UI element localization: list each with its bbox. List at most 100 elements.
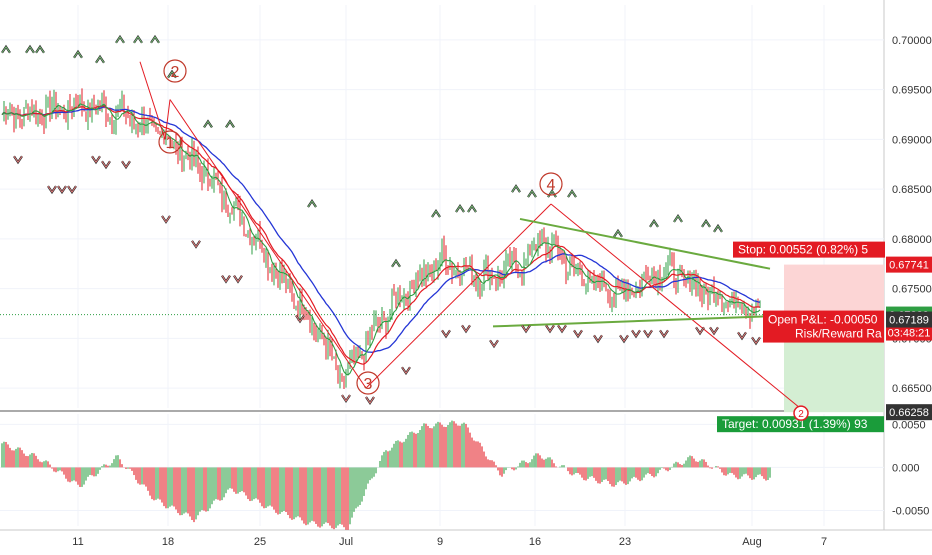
time-tick-label: 9 — [437, 536, 443, 548]
fractal-down-marker — [401, 366, 411, 374]
time-tick-label: Jul — [339, 536, 353, 548]
fractal-down-marker — [695, 326, 705, 336]
fractal-up-marker — [307, 200, 317, 208]
fractal-up-marker — [25, 44, 35, 54]
fractal-down-marker — [91, 155, 101, 165]
fractal-down-marker — [221, 275, 231, 284]
fractal-down-marker — [91, 155, 101, 164]
fractal-down-marker — [221, 275, 231, 283]
time-tick-label: 11 — [72, 536, 83, 548]
fractal-down-marker — [751, 337, 761, 345]
fractal-down-marker — [737, 332, 747, 340]
fractal-up-marker — [673, 213, 683, 223]
fractal-up-marker — [713, 225, 723, 233]
price-badge-text: 03:48:21 — [888, 328, 931, 340]
fractal-down-marker — [441, 330, 451, 338]
fractal-up-marker — [203, 120, 213, 128]
fractal-up-marker — [701, 220, 711, 228]
fractal-down-marker — [709, 327, 719, 335]
fractal-down-marker — [101, 160, 111, 170]
fractal-up-marker — [455, 204, 465, 213]
channel-upper-line — [519, 217, 771, 270]
pnl-label-box — [763, 310, 884, 343]
target-marker-text: 2 — [798, 409, 804, 420]
fractal-down-marker — [191, 240, 201, 248]
price-tick-label: 0.68000 — [892, 234, 932, 246]
fractal-up-marker — [613, 230, 623, 238]
fractal-up-marker — [1, 45, 11, 54]
stop-label-box — [733, 241, 885, 258]
fractal-down-marker — [233, 275, 243, 283]
fractal-down-marker — [233, 275, 243, 284]
fractal-down-marker — [161, 215, 171, 224]
fractal-down-marker — [557, 325, 567, 333]
fractal-up-marker — [701, 218, 711, 228]
pattern-point-label: 1 — [166, 135, 175, 152]
fractal-down-marker — [295, 315, 305, 323]
pattern-point-label: 3 — [364, 376, 373, 393]
time-tick-label: 18 — [162, 536, 174, 548]
fractal-down-marker — [521, 325, 531, 333]
fractal-up-marker — [307, 199, 317, 208]
fractal-down-marker — [643, 330, 653, 338]
fractal-down-marker — [545, 325, 555, 333]
ma-mid-line — [1, 102, 761, 376]
fractal-markers — [1, 34, 767, 406]
fractal-down-marker — [489, 339, 499, 349]
fractal-down-marker — [489, 340, 499, 348]
channel-lower-line — [492, 314, 791, 328]
fractal-down-marker — [573, 330, 583, 338]
pnl-label: Open P&L: -0.00050 — [768, 313, 878, 327]
price-tick-label: 0.66500 — [892, 383, 932, 395]
time-tick-label: Aug — [742, 536, 762, 548]
fractal-down-marker — [57, 185, 67, 193]
fractal-down-marker — [441, 329, 451, 339]
fractal-down-marker — [521, 324, 531, 334]
fractal-up-marker — [467, 205, 477, 213]
osc-tick-label: 0.0050 — [892, 419, 926, 431]
fractal-down-marker — [161, 215, 171, 223]
osc-tick-label: -0.0050 — [892, 505, 929, 517]
pattern-point-circle — [539, 172, 563, 196]
trendline-segment — [169, 99, 367, 389]
pattern-point-circle — [163, 59, 187, 83]
price-badge-text: 0.67189 — [889, 315, 929, 327]
fractal-down-marker — [365, 396, 375, 404]
fractal-up-marker — [567, 189, 577, 198]
fractal-up-marker — [167, 70, 177, 78]
fractal-down-marker — [593, 335, 603, 343]
fractal-up-marker — [225, 120, 235, 128]
pattern-point-label: 2 — [171, 64, 180, 81]
fractal-down-marker — [709, 326, 719, 336]
fractal-down-marker — [47, 185, 57, 193]
fractal-up-marker — [391, 259, 401, 267]
pattern-point-circle — [356, 371, 380, 395]
price-badge — [886, 311, 932, 328]
fractal-up-marker — [35, 44, 45, 54]
price-tick-label: 0.70000 — [892, 35, 932, 47]
time-tick-label: 7 — [821, 536, 827, 548]
price-badge — [886, 324, 932, 341]
fractal-down-marker — [659, 329, 669, 339]
fractal-down-marker — [101, 160, 111, 169]
trendline-segment — [139, 61, 166, 140]
price-badge — [886, 404, 932, 421]
time-tick-label: 25 — [254, 536, 266, 548]
price-badge-text: 0.66258 — [889, 407, 929, 419]
fractal-down-marker — [631, 329, 641, 339]
trendline-segment — [365, 203, 552, 389]
fractal-down-marker — [737, 331, 747, 341]
time-tick-label: 16 — [529, 536, 541, 548]
fractal-down-marker — [461, 324, 471, 334]
fractal-down-marker — [341, 394, 351, 402]
stop-zone — [784, 264, 884, 315]
trendlines — [139, 61, 801, 409]
moving-averages — [1, 102, 761, 376]
fractal-up-marker — [467, 204, 477, 213]
fractal-up-marker — [511, 185, 521, 193]
fractal-up-marker — [431, 208, 441, 218]
target-label: Target: 0.00931 (1.39%) 93 — [722, 417, 868, 431]
fractal-up-marker — [95, 55, 105, 63]
